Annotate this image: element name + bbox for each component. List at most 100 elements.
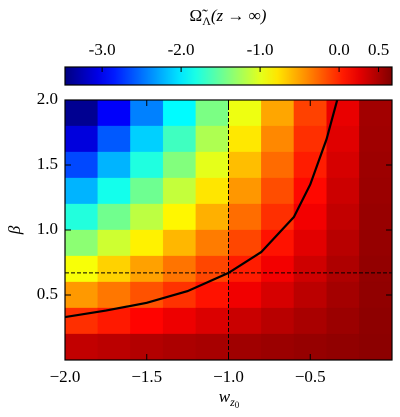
heatmap-cell <box>162 229 197 257</box>
heatmap-cell <box>195 255 230 283</box>
heatmap-cell <box>293 229 328 257</box>
heatmap-cell <box>130 255 164 283</box>
heatmap-cell <box>228 307 262 335</box>
heatmap-cell <box>195 281 230 309</box>
heatmap-cell <box>228 100 262 127</box>
title: Ω̃Λ(z → ∞) <box>190 6 267 28</box>
heatmap-cell <box>359 177 392 205</box>
y-tick-label: 2.0 <box>37 89 58 108</box>
heatmap-cell <box>130 177 164 205</box>
heatmap-cell <box>97 125 132 153</box>
heatmap-cell <box>326 229 361 257</box>
x-axis-label: wz0 <box>219 387 240 410</box>
heatmap-cell <box>97 203 132 231</box>
xlabel-subscript: z <box>229 395 235 409</box>
heatmap-cell <box>228 333 262 360</box>
heatmap-cell <box>326 255 361 283</box>
y-tick-label: 1.0 <box>37 219 58 238</box>
heatmap-cell <box>162 255 197 283</box>
heatmap-cell <box>261 100 295 127</box>
heatmap-cell <box>261 333 295 360</box>
heatmap-cell <box>261 281 295 309</box>
heatmap-cell <box>359 203 392 231</box>
heatmap-cell <box>97 255 132 283</box>
heatmap-cell <box>261 125 295 153</box>
heatmap-cell <box>228 125 262 153</box>
heatmap-cell <box>293 151 328 179</box>
heatmap-cell <box>359 333 392 360</box>
heatmap-cell <box>195 177 230 205</box>
colorbar-tick-label: 0.5 <box>368 40 389 59</box>
heatmap-cell <box>97 177 132 205</box>
heatmap-cell <box>65 125 99 153</box>
heatmap-cell <box>326 281 361 309</box>
heatmap-cell <box>130 151 164 179</box>
heatmap-cell <box>97 307 132 335</box>
heatmap-cell <box>162 281 197 309</box>
heatmap-cell <box>97 333 132 360</box>
heatmap-cell <box>162 125 197 153</box>
x-tick-label: −1.5 <box>131 367 162 386</box>
heatmap-cell <box>65 255 99 283</box>
heatmap-cell <box>65 229 99 257</box>
title-argument: (z → ∞) <box>211 6 267 25</box>
heatmap-cell <box>293 281 328 309</box>
x-tick-label: −0.5 <box>295 367 326 386</box>
colorbar-tick-label: -3.0 <box>89 40 116 59</box>
xlabel-subsubscript: 0 <box>235 400 240 410</box>
heatmap-cell <box>195 307 230 335</box>
heatmap-cell <box>293 125 328 153</box>
y-axis-label: β <box>5 225 24 235</box>
heatmap-cell <box>326 125 361 153</box>
heatmap-cell <box>130 125 164 153</box>
heatmap-cell <box>195 203 230 231</box>
heatmap-cell <box>195 229 230 257</box>
heatmap-cell <box>326 151 361 179</box>
heatmap-cell <box>97 281 132 309</box>
curve <box>65 100 339 319</box>
heatmap-cell <box>130 307 164 335</box>
heatmap-cell <box>261 255 295 283</box>
heatmap-cell <box>130 203 164 231</box>
heatmap-cell <box>162 100 197 127</box>
heatmap-cell <box>162 333 197 360</box>
heatmap-cell <box>195 125 230 153</box>
heatmap-cell <box>195 151 230 179</box>
heatmap <box>65 100 392 360</box>
heatmap-cell <box>326 177 361 205</box>
xlabel-symbol: w <box>219 387 231 406</box>
x-tick-label: −2.0 <box>50 367 81 386</box>
heatmap-cell <box>162 203 197 231</box>
heatmap-cell <box>326 333 361 360</box>
heatmap-cell <box>293 307 328 335</box>
heatmap-cell <box>65 203 99 231</box>
colorbar-tick-label: -1.0 <box>247 40 274 59</box>
heatmap-cell <box>261 203 295 231</box>
heatmap-cell <box>359 125 392 153</box>
y-tick-label: 1.5 <box>37 154 58 173</box>
heatmap-cell <box>195 100 230 127</box>
heatmap-cell <box>326 203 361 231</box>
colorbar-tick-label: 0.0 <box>328 40 349 59</box>
heatmap-cell <box>359 255 392 283</box>
heatmap-cell <box>65 100 99 127</box>
heatmap-cell <box>261 151 295 179</box>
heatmap-cell <box>359 100 392 127</box>
y-tick-label: 0.5 <box>37 284 58 303</box>
heatmap-cell <box>228 177 262 205</box>
heatmap-cell <box>228 203 262 231</box>
heatmap-cell <box>293 203 328 231</box>
title-subscript: Λ <box>202 14 211 28</box>
heatmap-cell <box>130 229 164 257</box>
heatmap-cell <box>97 229 132 257</box>
heatmap-cell <box>359 307 392 335</box>
heatmap-cell <box>195 333 230 360</box>
colorbar-tick-label: -2.0 <box>168 40 195 59</box>
heatmap-cell <box>97 100 132 127</box>
heatmap-cell <box>261 177 295 205</box>
heatmap-cell <box>228 281 262 309</box>
heatmap-cell <box>261 307 295 335</box>
heatmap-cell <box>326 307 361 335</box>
